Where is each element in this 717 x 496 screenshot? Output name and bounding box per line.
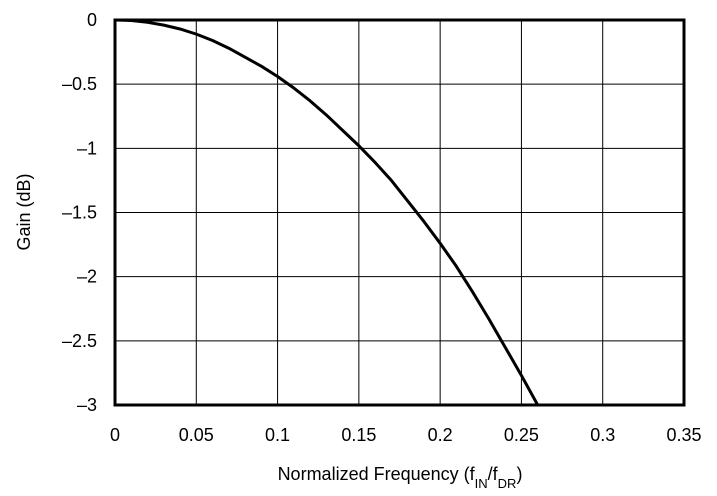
grid-lines bbox=[115, 20, 684, 405]
x-axis-title-main: Normalized Frequency (f bbox=[278, 464, 476, 484]
x-axis-title: Normalized Frequency (fIN/fDR) bbox=[278, 464, 523, 491]
x-tick-label: 0 bbox=[110, 425, 120, 445]
x-axis-title-sub-dr: DR bbox=[498, 476, 517, 491]
x-axis-title-end: ) bbox=[516, 464, 522, 484]
x-tick-label: 0.1 bbox=[265, 425, 290, 445]
x-tick-labels: 0 0.05 0.1 0.15 0.2 0.25 0.3 0.35 bbox=[110, 425, 702, 445]
plot-frame bbox=[113, 18, 686, 407]
y-tick-label: 0 bbox=[87, 10, 97, 30]
y-tick-labels: 0 –0.5 –1 –1.5 –2 –2.5 –3 bbox=[62, 10, 97, 415]
y-tick-label: –1.5 bbox=[62, 203, 97, 223]
x-axis-title-sub-in: IN bbox=[475, 476, 488, 491]
x-tick-label: 0.3 bbox=[590, 425, 615, 445]
y-tick-label: –1 bbox=[77, 138, 97, 158]
y-tick-label: –3 bbox=[77, 395, 97, 415]
y-axis-title: Gain (dB) bbox=[14, 173, 34, 250]
x-tick-label: 0.05 bbox=[179, 425, 214, 445]
x-tick-label: 0.15 bbox=[341, 425, 376, 445]
series-layer bbox=[113, 18, 540, 407]
x-tick-label: 0.2 bbox=[428, 425, 453, 445]
x-tick-label: 0.35 bbox=[666, 425, 701, 445]
y-tick-label: –2 bbox=[77, 267, 97, 287]
x-tick-label: 0.25 bbox=[504, 425, 539, 445]
gain-curve-line bbox=[113, 18, 540, 407]
y-tick-label: –0.5 bbox=[62, 74, 97, 94]
x-axis-title-mid: /f bbox=[488, 464, 499, 484]
y-tick-label: –2.5 bbox=[62, 331, 97, 351]
